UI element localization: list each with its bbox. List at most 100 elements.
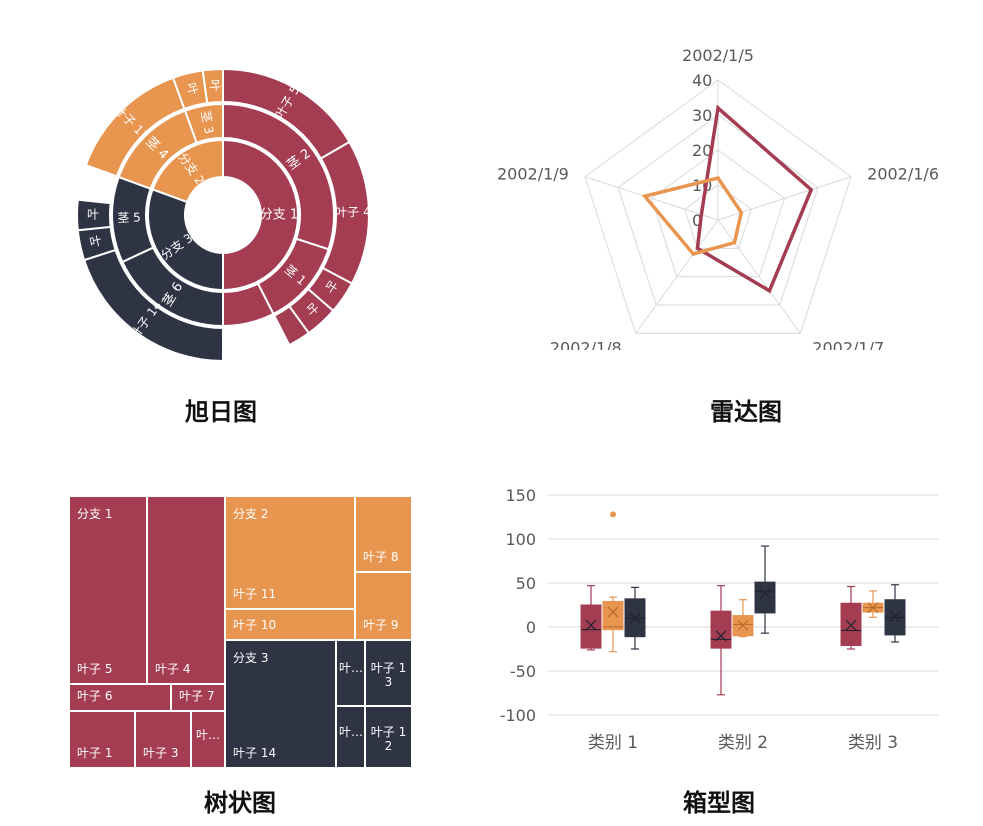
box-body [840,602,862,646]
sunburst-branch-2 [147,188,224,292]
sunburst-label-branch-1: 分支 1 [260,208,298,223]
treemap-chart: 叶子 5 叶子 4 叶子 6 叶子 7 叶子 1 叶子 3 叶… 叶子 11 叶子 8 叶子 10… [70,497,411,767]
radar-rtick-label: 30 [692,106,712,125]
box-3 [624,586,646,650]
radar-spoke-5 [584,176,719,221]
boxplot-caption: 箱型图 [683,789,755,817]
radar-category-label: 2002/1/9 [497,165,569,184]
treemap-leaf: 叶子 9 [356,573,411,639]
treemap-branch-label: 分支 1 [77,507,113,521]
sunburst-leaf-5 [272,305,311,347]
radar-series-1 [695,104,814,294]
box-mean-marker [629,612,641,624]
box-1 [580,585,602,651]
box-mean-marker [845,619,857,631]
treemap-leaf: 叶子 3 [136,712,190,767]
treemap-leaf: 叶子 5 [70,497,146,683]
box-body [710,610,732,649]
sunburst-chart: 分支 1分支 2分支 3茎 2茎 1茎 4茎 3茎 6茎 5叶子 5叶子 4叶叶… [76,67,371,363]
box-5 [732,599,754,638]
box-ytick-label: 100 [505,530,536,549]
radar-category-label: 2002/1/6 [867,165,939,184]
radar-spoke-4 [635,219,719,334]
boxplot-chart: 150 100 50 0 -50 -100 类别 1 类别 2 类别 3 [500,486,938,753]
treemap-branch-label: 分支 2 [233,507,269,521]
box-mean-marker [715,630,727,642]
box-2 [602,511,624,653]
box-mean-marker [585,619,597,631]
sunburst-caption: 旭日图 [185,398,257,426]
treemap-leaf: 叶子 14 [226,641,335,767]
box-8 [862,590,884,618]
radar-chart: 0102030402002/1/52002/1/62002/1/72002/1/… [497,46,939,357]
treemap-leaf-label: 叶子 3 [143,746,179,760]
radar-rtick-label: 40 [692,71,712,90]
box-ytick-label: 150 [505,486,536,505]
treemap-leaf: 叶子 8 [356,497,411,571]
treemap-leaf-label: 叶子 7 [179,689,215,703]
sunburst-label-leaf-o1: 叶 [184,81,200,96]
radar-spoke-2 [717,176,852,221]
treemap-caption: 树状图 [204,789,276,817]
box-mean-marker [607,606,619,618]
box-mean-marker [867,602,879,614]
treemap-leaf: 叶子 4 [148,497,224,683]
treemap-leaf-label: 叶子 11 [233,587,277,601]
treemap-leaf: 叶… [337,641,364,705]
sunburst-label-leaf-n3: 叶 [89,179,104,195]
treemap-leaf: 叶子 1 [70,712,134,767]
radar-rtick-label: 0 [692,211,702,230]
box-mean-marker [737,619,749,631]
radar-category-label: 2002/1/7 [812,338,884,350]
box-body [602,600,624,631]
box-body [580,604,602,649]
treemap-branch-label: 分支 3 [233,651,269,665]
sunburst-label-stem-3: 茎 3 [198,110,216,136]
box-category-label: 类别 3 [848,733,898,753]
box-ytick-label: -50 [510,662,536,681]
treemap-leaf-label: 叶… [339,725,364,739]
treemap-leaf-label: 叶子 4 [155,662,191,676]
sunburst-label-stem-5: 茎 5 [117,210,141,225]
treemap-leaf-label: 叶子 1 [77,746,113,760]
sunburst-branch-1 [222,138,299,292]
treemap-leaf-label: 叶子 9 [363,618,399,632]
radar-series-2 [641,176,744,256]
radar-rtick-label: 20 [692,141,712,160]
radar-category-label: 2002/1/5 [682,46,754,65]
sunburst-stem-7 [183,102,224,144]
box-mean-marker [759,588,771,599]
sunburst-label-leaf-4: 叶子 4 [335,205,371,220]
treemap-leaf-label: 叶… [339,661,364,675]
box-9 [884,584,906,643]
sunburst-label-leaf-n2: 叶 [87,208,99,222]
sunburst-label-leaf-o2: 叶 [207,79,222,92]
sunburst-label-leaf-n1: 叶 [88,233,103,249]
sunburst-leaf-13 [201,67,224,105]
treemap-leaf-label: 叶子 6 [77,689,113,703]
treemap-leaf-label: 叶… [195,727,220,742]
radar-panel: 0 10 20 30 40 2002/1/5 2002/1/6 2002/1/7 2002/1/… [490,40,960,357]
treemap-leaf: 叶… [192,712,224,767]
treemap-leaf: 叶子 10 [226,610,354,639]
box-6 [754,545,776,634]
radar-grid-ring-4 [584,79,852,334]
box-7 [840,585,862,650]
treemap-leaf-label: 叶子 12 [370,725,407,753]
boxplot-panel: 150 100 50 0 -50 -100 类别 1 类别 2 类别 3 [490,480,950,760]
treemap-leaf-label: 叶子 10 [233,618,277,632]
box-ytick-label: -100 [500,706,536,725]
sunburst-branch-3 [151,138,224,204]
box-4 [710,585,732,696]
sunburst-leaf-9 [76,198,112,232]
treemap-leaf: 叶子 7 [172,685,224,710]
box-ytick-label: 50 [516,574,536,593]
treemap-leaf-label: 叶子 5 [77,662,113,676]
box-outlier [610,511,616,518]
treemap-leaf: 叶… [337,707,364,767]
box-body [754,581,776,614]
radar-spoke-3 [717,219,801,334]
treemap-leaf: 叶子 13 [366,641,411,705]
treemap-leaf: 叶子 11 [226,497,354,608]
